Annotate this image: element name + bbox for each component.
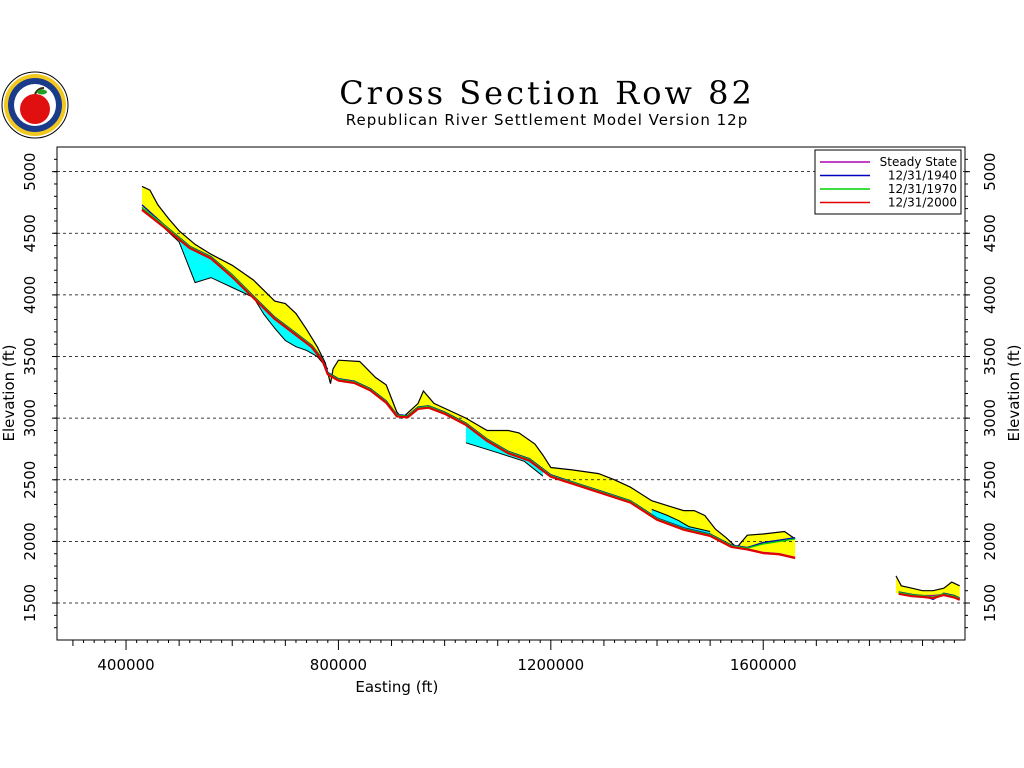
x-tick-label: 800000 [310, 656, 367, 674]
series-line [898, 592, 961, 601]
series-line [141, 209, 796, 560]
gridlines [57, 171, 965, 604]
y-tick-label-right: 3000 [981, 399, 999, 437]
y-tick-label: 4500 [21, 214, 39, 252]
axes: 1500 1500 2000 2000 2500 2500 3000 3000 3500 3500… [0, 153, 1023, 696]
y-tick-label-right: 4000 [981, 276, 999, 314]
upper-layer-fill [142, 186, 796, 558]
y-tick-label-right: 2000 [981, 522, 999, 560]
layer-boundary-line [465, 442, 544, 477]
x-axis-label: Easting (ft) [355, 678, 438, 696]
series-line [141, 204, 796, 549]
legend-label: 12/31/1970 [888, 182, 957, 196]
series-line [898, 591, 960, 600]
plot-frame [56, 146, 966, 641]
y-tick-label: 4000 [21, 276, 39, 314]
x-tick-label: 1600000 [730, 656, 797, 674]
y-tick-label: 1500 [21, 584, 39, 622]
y-tick-label-right: 4500 [981, 214, 999, 252]
chart-title: Cross Section Row 82 [339, 74, 755, 112]
legend-label: 12/31/2000 [888, 196, 957, 210]
y-tick-label-right: 2500 [981, 461, 999, 499]
layer-boundary-line [141, 207, 329, 370]
land-surface-line [141, 185, 796, 549]
legend: Steady State12/31/194012/31/197012/31/20… [814, 149, 962, 215]
lower-layer-fill [142, 207, 328, 374]
layer-boundary-line [651, 508, 711, 532]
legend-label: Steady State [880, 155, 957, 169]
y-axis-label-right: Elevation (ft) [1005, 344, 1023, 441]
legend-box [814, 149, 962, 215]
series-line [141, 206, 796, 549]
y-tick-label: 3000 [21, 399, 39, 437]
y-tick-label-right: 1500 [981, 584, 999, 622]
land-surface-line [895, 575, 960, 592]
y-tick-label-right: 3500 [981, 337, 999, 375]
head-series [141, 204, 961, 601]
y-tick-label: 3500 [21, 337, 39, 375]
chart-subtitle: Republican River Settlement Model Versio… [345, 111, 749, 129]
aquifer-layers [141, 185, 960, 600]
y-axis-label: Elevation (ft) [0, 344, 18, 441]
y-tick-label: 2000 [21, 522, 39, 560]
x-tick-label: 1200000 [517, 656, 584, 674]
seal-logo [1, 71, 69, 139]
x-tick-label: 400000 [97, 656, 154, 674]
legend-label: 12/31/1940 [888, 169, 957, 183]
y-tick-label: 5000 [21, 153, 39, 191]
y-tick-label-right: 5000 [981, 153, 999, 191]
series-line [141, 208, 796, 559]
y-tick-label: 2500 [21, 461, 39, 499]
